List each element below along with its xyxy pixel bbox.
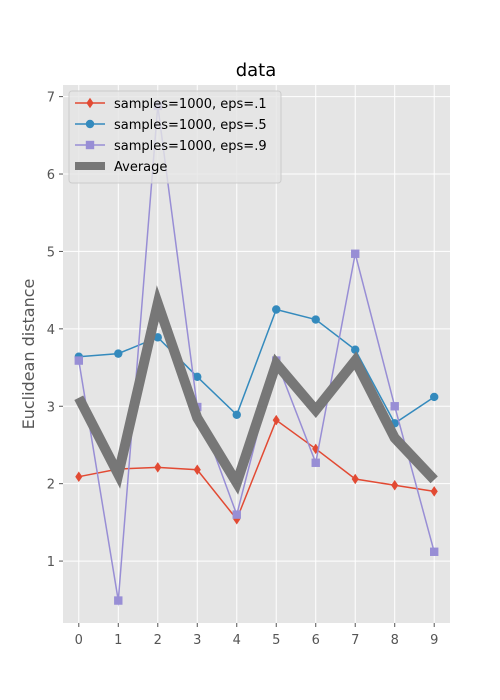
circle-marker [85, 119, 95, 129]
chart-title: data [236, 60, 277, 81]
y-tick-label: 4 [47, 323, 55, 338]
legend-label: samples=1000, eps=.9 [114, 139, 267, 154]
square-marker [85, 140, 95, 150]
legend: samples=1000, eps=.1 samples=1000, eps=.5… [68, 90, 282, 184]
square-marker [390, 402, 399, 411]
x-tick-label: 8 [391, 633, 399, 648]
x-tick-label: 2 [154, 633, 162, 648]
circle-marker [114, 349, 123, 358]
x-tick-label: 6 [312, 633, 320, 648]
circle-marker [272, 305, 281, 314]
x-tick-label: 5 [272, 633, 280, 648]
y-tick-label: 5 [47, 245, 55, 260]
square-marker [232, 510, 241, 519]
y-tick-label: 2 [47, 478, 55, 493]
diamond-marker [86, 97, 94, 109]
y-tick-label: 6 [47, 168, 55, 183]
diamond-marker [154, 462, 162, 473]
square-marker [114, 596, 123, 605]
x-tick-label: 1 [114, 633, 122, 648]
circle-marker [232, 410, 241, 419]
legend-label: Average [114, 160, 167, 175]
diamond-marker [391, 479, 399, 491]
series-average [74, 285, 438, 495]
square-marker [74, 356, 83, 365]
series-line [78, 419, 435, 521]
diamond-marker [193, 464, 201, 475]
circle-marker [311, 315, 320, 324]
legend-entry: samples=1000, eps=.1 [75, 97, 267, 112]
x-axis-ticks: 0 1 2 3 4 5 6 7 8 9 [75, 623, 438, 648]
x-tick-label: 0 [75, 633, 83, 648]
square-marker [351, 249, 360, 258]
average-line [74, 285, 438, 495]
legend-entry: samples=1000, eps=.5 [75, 118, 267, 133]
legend-entry: Average [75, 160, 167, 175]
legend-label: samples=1000, eps=.5 [114, 118, 267, 133]
circle-marker [193, 372, 202, 382]
series-layer [74, 98, 439, 607]
y-axis-title: Euclidean distance [19, 279, 38, 430]
circle-marker [430, 392, 439, 402]
legend-box [68, 90, 282, 184]
x-tick-label: 9 [430, 633, 438, 648]
y-axis-ticks: 1 2 3 4 5 6 7 [47, 91, 63, 570]
circle-marker [153, 333, 162, 342]
diamond-marker [75, 471, 83, 482]
circle-marker [351, 345, 360, 354]
y-tick-label: 7 [47, 91, 55, 106]
x-tick-label: 7 [351, 633, 359, 648]
legend-entry: samples=1000, eps=.9 [75, 139, 267, 154]
square-marker [311, 458, 320, 467]
y-tick-label: 1 [47, 555, 55, 570]
x-tick-label: 4 [233, 633, 241, 648]
diamond-marker [351, 473, 359, 485]
diamond-marker [430, 486, 438, 497]
x-tick-label: 3 [193, 633, 201, 648]
square-marker [430, 547, 439, 556]
y-tick-label: 3 [47, 400, 55, 415]
legend-label: samples=1000, eps=.1 [114, 97, 267, 112]
diamond-marker [272, 414, 280, 426]
